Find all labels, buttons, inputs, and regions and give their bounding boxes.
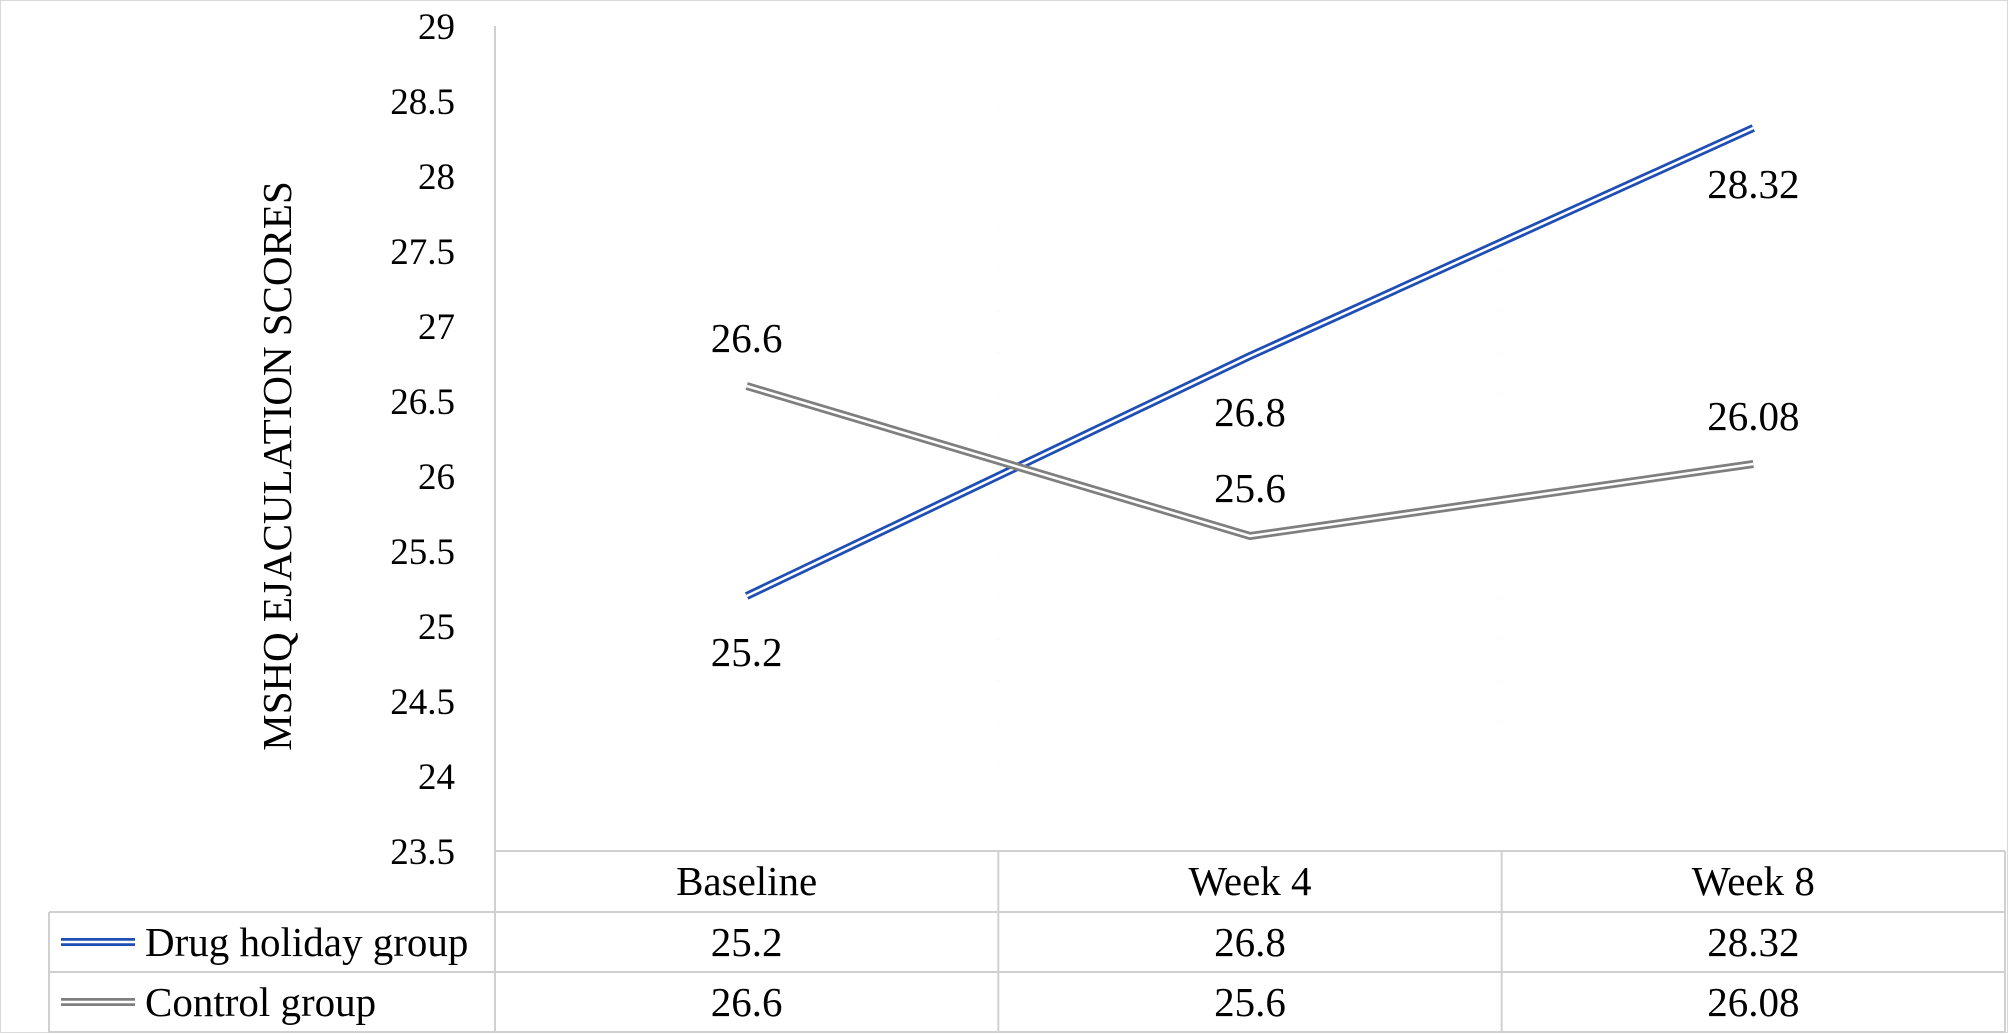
series-line-drug-holiday — [744, 124, 1755, 600]
y-tick-label: 24.5 — [390, 682, 455, 723]
data-label: 26.08 — [1707, 393, 1799, 439]
category-label: Week 4 — [1188, 858, 1311, 904]
table-cell-value: 26.6 — [711, 979, 783, 1025]
legend-label: Drug holiday group — [145, 919, 468, 965]
y-axis-title: MSHQ EJACULATION SCORES — [254, 181, 300, 751]
y-tick-label: 29 — [418, 7, 455, 48]
y-tick-label: 28 — [418, 157, 455, 198]
data-label: 28.32 — [1707, 161, 1799, 207]
data-labels: 25.2 26.8 28.32 26.6 25.6 26.08 — [711, 161, 1800, 675]
data-label: 25.2 — [711, 629, 783, 675]
table-cell-value: 26.8 — [1214, 919, 1286, 965]
y-tick-label: 26.5 — [390, 382, 455, 423]
table-cell-value: 25.6 — [1214, 979, 1286, 1025]
y-tick-label: 24 — [418, 757, 455, 798]
data-table-grid — [48, 26, 2006, 1033]
series-lines — [744, 124, 1755, 600]
y-tick-label: 27 — [418, 307, 455, 348]
y-tick-label: 28.5 — [390, 82, 455, 123]
legend-label: Control group — [145, 979, 376, 1025]
table-cell-value: 25.2 — [711, 919, 783, 965]
series-line-core — [746, 384, 1754, 538]
y-tick-label: 25.5 — [390, 532, 455, 573]
category-label: Week 8 — [1692, 858, 1815, 904]
y-tick-label: 26 — [418, 457, 455, 498]
category-label: Baseline — [676, 858, 817, 904]
table-cell-value: 26.08 — [1707, 979, 1799, 1025]
series-line-core — [746, 126, 1754, 598]
y-tick-labels: 23.5 24 24.5 25 25.5 26 26.5 27 27.5 28 28.5 29 — [390, 7, 455, 873]
data-table-text: Baseline Week 4 Week 8 Drug holiday group 25… — [61, 858, 1815, 1025]
y-tick-label: 25 — [418, 607, 455, 648]
y-tick-label: 27.5 — [390, 232, 455, 273]
data-label: 26.8 — [1214, 389, 1286, 435]
y-tick-label: 23.5 — [390, 832, 455, 873]
table-cell-value: 28.32 — [1707, 919, 1799, 965]
data-label: 25.6 — [1214, 465, 1286, 511]
data-label: 26.6 — [711, 315, 783, 361]
